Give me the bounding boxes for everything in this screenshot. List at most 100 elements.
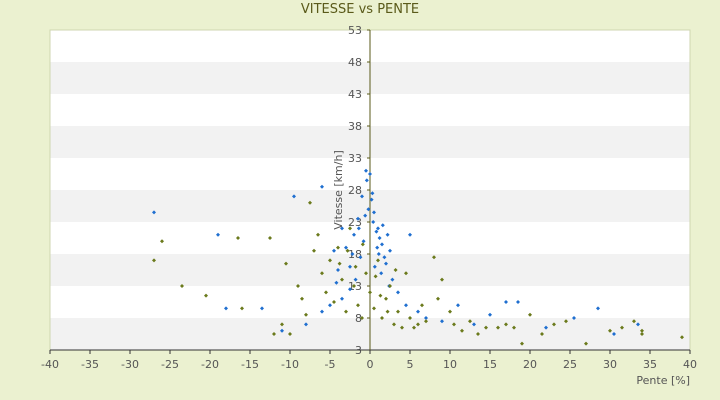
data-point — [632, 319, 636, 324]
x-tick-label: 40 — [683, 358, 697, 371]
data-point — [380, 316, 384, 320]
data-point — [352, 232, 356, 237]
data-point — [180, 284, 184, 288]
x-tick-label: 20 — [523, 358, 537, 371]
data-point — [384, 296, 388, 301]
x-tick-label: 0 — [367, 358, 374, 371]
data-point — [528, 312, 532, 317]
data-point — [640, 328, 644, 333]
y-tick-label: 33 — [348, 152, 362, 165]
data-point — [373, 274, 378, 279]
chart-title: VITESSE vs PENTE — [300, 2, 420, 17]
x-tick-label: -5 — [325, 358, 336, 371]
data-point — [160, 239, 164, 244]
data-point — [292, 194, 296, 199]
data-point — [280, 322, 284, 327]
data-point — [340, 277, 344, 282]
data-point — [572, 316, 576, 320]
y-tick-label: 48 — [348, 56, 362, 69]
data-point — [376, 226, 380, 231]
data-point — [488, 312, 492, 317]
data-point — [408, 316, 412, 320]
y-tick-label: 28 — [348, 184, 362, 197]
data-point — [416, 309, 420, 314]
data-point — [363, 213, 368, 218]
data-point — [304, 312, 308, 317]
data-point — [552, 322, 556, 327]
data-point — [345, 248, 350, 253]
data-point — [372, 210, 376, 215]
data-point — [584, 341, 588, 346]
y-axis-title: Vitesse [km/h] — [332, 150, 345, 230]
data-point — [424, 316, 428, 320]
data-point — [432, 255, 436, 260]
y-tick-label: 53 — [348, 24, 362, 37]
data-point — [344, 245, 348, 250]
data-point — [374, 229, 379, 234]
data-point — [368, 290, 372, 295]
data-point — [320, 309, 324, 314]
data-point — [332, 248, 336, 253]
data-point — [344, 309, 348, 314]
data-point — [436, 296, 440, 301]
data-point — [504, 300, 508, 304]
data-point — [353, 277, 358, 282]
data-point — [364, 271, 368, 276]
data-point — [484, 325, 488, 330]
data-point — [361, 239, 366, 244]
data-point — [337, 261, 342, 266]
data-point — [216, 232, 220, 237]
x-tick-label: -20 — [201, 358, 219, 371]
data-point — [328, 258, 332, 263]
data-point — [384, 261, 388, 266]
data-point — [350, 252, 355, 256]
data-point — [340, 296, 344, 301]
data-point — [396, 290, 400, 295]
data-point — [385, 232, 390, 237]
data-point — [353, 264, 358, 269]
data-point — [636, 322, 640, 327]
data-point — [324, 290, 328, 295]
data-point — [440, 277, 444, 282]
data-point — [456, 303, 460, 308]
data-point — [452, 322, 456, 327]
x-tick-label: -40 — [41, 358, 59, 371]
data-point — [366, 207, 371, 212]
data-point — [512, 325, 516, 330]
data-point — [404, 303, 408, 308]
data-point — [612, 332, 616, 336]
data-point — [385, 309, 390, 314]
data-point — [352, 284, 356, 288]
data-point — [440, 319, 444, 324]
data-point — [376, 252, 381, 256]
x-tick-label: 10 — [443, 358, 457, 371]
data-point — [380, 242, 384, 247]
x-tick-label: -15 — [241, 358, 259, 371]
data-point — [416, 322, 420, 327]
data-point — [268, 236, 272, 240]
data-point — [224, 306, 228, 311]
data-point — [424, 319, 428, 324]
x-tick-label: -10 — [281, 358, 299, 371]
data-points — [152, 168, 684, 346]
x-tick-label: -35 — [81, 358, 99, 371]
data-point — [496, 325, 500, 330]
data-point — [400, 325, 404, 330]
data-point — [320, 271, 324, 276]
data-point — [356, 216, 360, 221]
data-point — [336, 268, 340, 272]
data-point — [371, 220, 376, 224]
x-tick-label: 5 — [407, 358, 414, 371]
data-point — [260, 306, 264, 311]
data-point — [368, 172, 372, 176]
x-axis-ticks: -40 -35 -30 -25 -20 -15 -10 -5 0 5 10 15 20 25 30 35 40 — [41, 350, 697, 371]
data-point — [288, 332, 292, 336]
x-tick-label: -25 — [161, 358, 179, 371]
data-point — [328, 303, 332, 308]
data-point — [448, 309, 452, 314]
data-point — [420, 303, 424, 308]
data-point — [596, 306, 600, 311]
x-tick-label: 35 — [643, 358, 657, 371]
data-point — [348, 287, 352, 292]
